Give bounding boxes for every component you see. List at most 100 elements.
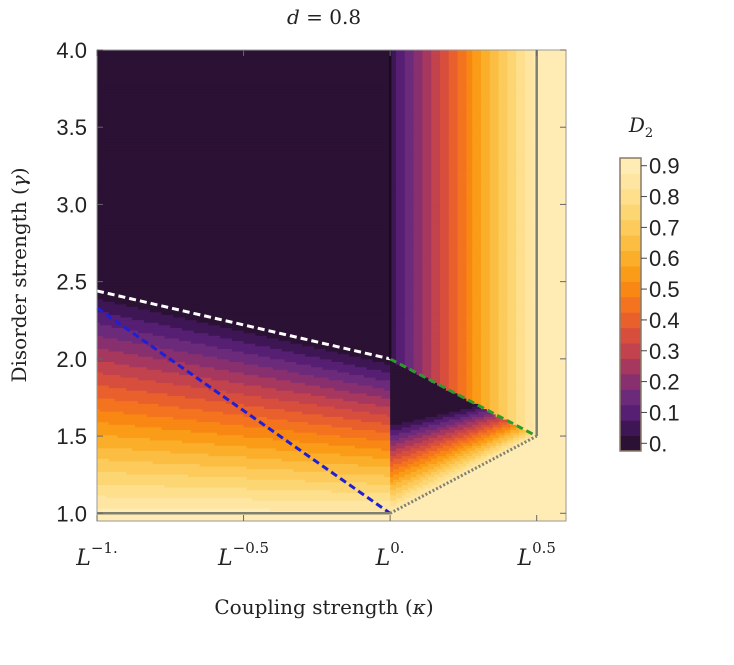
heatmap-cell (448, 99, 459, 103)
heatmap-cell (97, 471, 127, 475)
heatmap-cell (498, 97, 508, 101)
heatmap-cell (278, 398, 344, 402)
heatmap-cell (472, 290, 482, 294)
heatmap-cell (507, 364, 517, 368)
heatmap-cell (466, 73, 473, 77)
heatmap-cell (413, 68, 423, 72)
heatmap-cell (498, 159, 508, 164)
heatmap-cell (390, 450, 403, 454)
heatmap-cell (524, 241, 535, 245)
heatmap-cell (472, 52, 482, 56)
heatmap-cell (480, 50, 491, 54)
heatmap-cell (466, 319, 473, 323)
heatmap-cell (480, 149, 491, 153)
heatmap-cell (413, 167, 423, 171)
heatmap-cell (390, 63, 397, 67)
heatmap-cell (97, 293, 391, 297)
heatmap-cell (395, 447, 412, 451)
heatmap-cell (498, 78, 508, 82)
heatmap-cell (97, 146, 391, 151)
heatmap-cell (480, 329, 491, 334)
heatmap-cell (498, 348, 508, 352)
heatmap-cell (498, 366, 508, 370)
heatmap-cell (498, 343, 508, 347)
heatmap-cell (466, 340, 473, 344)
heatmap-cell (439, 256, 450, 260)
heatmap-cell (498, 327, 508, 331)
heatmap-cell (390, 212, 397, 216)
heatmap-cell (442, 479, 450, 483)
heatmap-cell (448, 73, 459, 77)
heatmap-cell (422, 214, 432, 219)
heatmap-cell (437, 447, 450, 451)
heatmap-cell (472, 57, 482, 62)
heatmap-cell (466, 254, 473, 258)
heatmap-cell (507, 254, 517, 258)
heatmap-cell (410, 452, 423, 457)
heatmap-cell (457, 102, 467, 106)
heatmap-cell (489, 220, 500, 224)
heatmap-cell (507, 76, 517, 80)
heatmap-cell (457, 128, 467, 132)
heatmap-cell (395, 350, 406, 355)
heatmap-cell (413, 144, 423, 148)
heatmap-cell (457, 233, 467, 237)
heatmap-cell (97, 152, 391, 156)
heatmap-cell (413, 165, 423, 169)
heatmap-cell (478, 411, 494, 415)
heatmap-cell (275, 447, 382, 451)
heatmap-cell (516, 254, 526, 258)
heatmap-cell (457, 50, 467, 54)
heatmap-cell (448, 418, 465, 423)
heatmap-cell (97, 374, 122, 378)
heatmap-cell (97, 335, 104, 339)
heatmap-cell (533, 235, 567, 239)
heatmap-cell (123, 350, 189, 355)
heatmap-cell (516, 343, 526, 347)
x-tick-label: L−0.5 (217, 539, 269, 571)
heatmap-cell (322, 366, 368, 370)
heatmap-cell (469, 413, 485, 417)
heatmap-cell (466, 141, 473, 145)
heatmap-cell (524, 285, 535, 289)
heatmap-cell (439, 348, 450, 352)
heatmap-cell (413, 146, 423, 151)
heatmap-cell (448, 455, 459, 459)
heatmap-cell (480, 94, 491, 98)
heatmap-cell (480, 133, 491, 137)
heatmap-cell (466, 364, 473, 368)
heatmap-cell (498, 123, 508, 127)
heatmap-cell (507, 70, 517, 75)
heatmap-cell (445, 468, 456, 472)
heatmap-cell (457, 78, 467, 82)
heatmap-cell (129, 364, 201, 368)
heatmap-cell (431, 374, 441, 378)
heatmap-cell (472, 227, 482, 232)
heatmap-cell (413, 293, 423, 297)
heatmap-cell (395, 180, 406, 185)
heatmap-cell (466, 246, 473, 250)
heatmap-cell (170, 324, 221, 328)
colorbar-band (620, 312, 641, 329)
heatmap-cell (97, 76, 391, 80)
heatmap-cell (507, 259, 517, 263)
heatmap-cell (480, 222, 491, 226)
heatmap-cell (422, 484, 432, 488)
heatmap-cell (384, 473, 391, 478)
heatmap-cell (533, 128, 567, 132)
heatmap-cell (533, 157, 567, 161)
heatmap-cell (507, 280, 517, 284)
heatmap-cell (498, 340, 508, 344)
heatmap-cell (439, 146, 450, 151)
heatmap-cell (498, 99, 508, 103)
heatmap-cell (466, 220, 473, 224)
heatmap-cell (395, 201, 406, 205)
heatmap-cell (533, 136, 567, 140)
heatmap-cell (524, 280, 535, 284)
heatmap-cell (422, 288, 432, 292)
heatmap-cell (524, 178, 535, 182)
heatmap-cell (431, 295, 441, 300)
heatmap-cell (431, 60, 441, 64)
heatmap-cell (516, 86, 526, 90)
heatmap-cell (390, 421, 403, 425)
